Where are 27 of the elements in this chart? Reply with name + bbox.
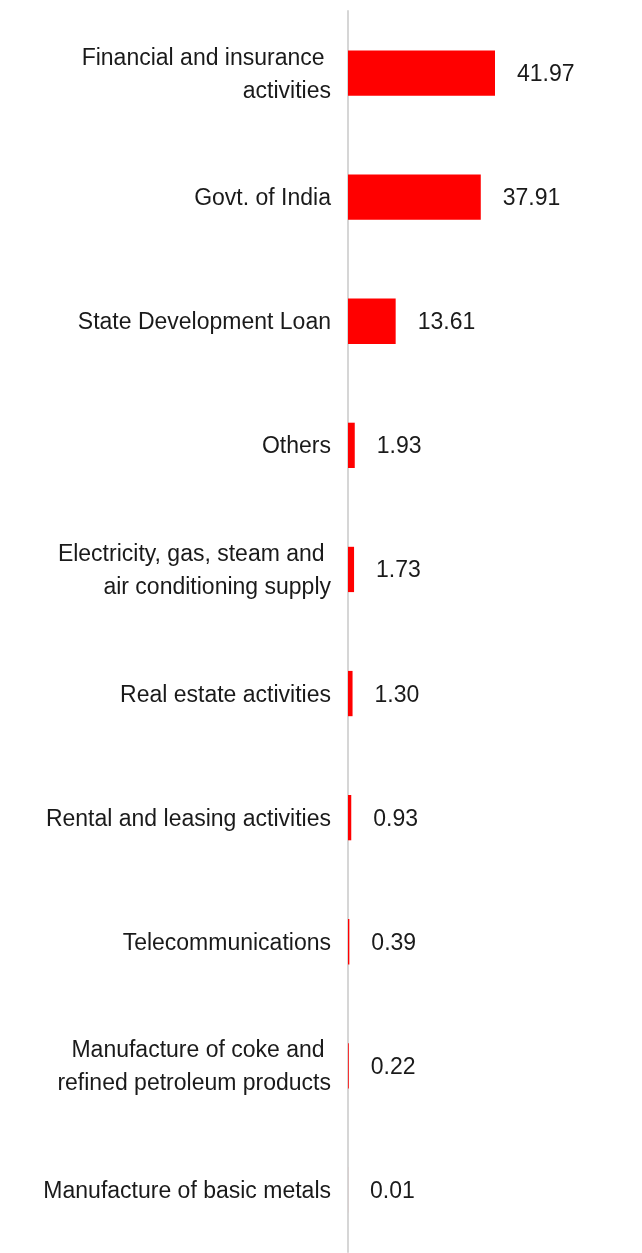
y-tick-label: State Development Loan — [77, 308, 331, 335]
bar — [348, 670, 353, 717]
data-label: 1.73 — [376, 556, 421, 583]
data-label: 41.97 — [517, 60, 575, 87]
y-tick-label: Manufacture of basic metals — [43, 1176, 331, 1203]
bar — [348, 795, 352, 841]
y-tick-label: Others — [261, 432, 331, 459]
data-label: 0.01 — [370, 1176, 415, 1203]
data-label: 1.93 — [376, 432, 422, 459]
y-tick-label: Financial and insurance activities — [81, 43, 331, 103]
data-label: 0.39 — [371, 928, 417, 955]
y-tick-label: Rental and leasing activities — [45, 804, 331, 831]
y-tick-label: Manufacture of coke and refined petroleum products — [57, 1036, 331, 1096]
y-tick-label: Telecommunications — [122, 928, 331, 955]
y-tick-label: Electricity, gas, steam and air conditioning supply — [57, 539, 332, 599]
data-label: 13.61 — [417, 308, 476, 335]
data-label: 0.22 — [370, 1052, 416, 1079]
y-tick-label: Real estate activities — [120, 680, 331, 707]
bar — [348, 298, 396, 344]
bar — [348, 174, 481, 220]
bar — [348, 50, 495, 96]
bar — [348, 422, 355, 468]
y-tick-label: Govt. of India — [194, 184, 332, 211]
data-label: 0.93 — [373, 804, 419, 831]
bar — [348, 546, 355, 593]
data-label: 1.30 — [374, 680, 420, 707]
data-label: 37.91 — [502, 184, 561, 211]
